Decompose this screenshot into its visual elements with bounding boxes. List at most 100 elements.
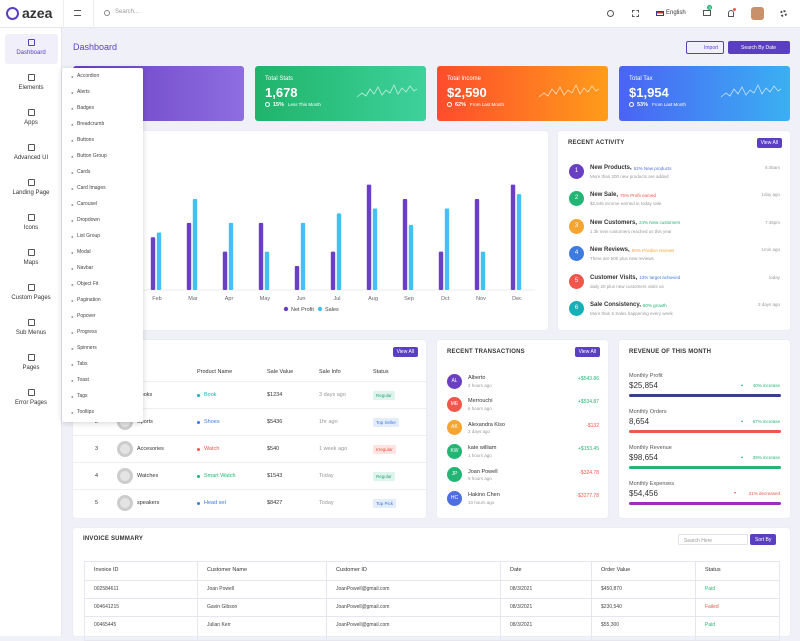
dropdown-item[interactable]: Buttons xyxy=(77,137,94,143)
column-divider xyxy=(197,561,198,641)
sparkline xyxy=(539,84,599,98)
bullet xyxy=(70,251,74,254)
dropdown-item[interactable]: Toast xyxy=(77,377,89,383)
notification-icon[interactable] xyxy=(728,10,734,17)
transaction-amount: -$324.78 xyxy=(579,469,599,476)
dropdown-item[interactable]: Popover xyxy=(77,313,96,319)
table-cell: $450,870 xyxy=(601,586,622,592)
table-cell: Paid xyxy=(705,622,716,628)
nav-item[interactable]: Landing Page xyxy=(12,190,50,196)
dropdown-item[interactable]: Carousel xyxy=(77,201,98,207)
notification-dot xyxy=(733,8,736,11)
nav-item[interactable]: Error Pages xyxy=(14,400,47,406)
dropdown-item[interactable]: Button Group xyxy=(77,153,107,159)
transaction-time: 10 hours ago xyxy=(468,499,495,505)
dropdown-item[interactable]: Accordion xyxy=(77,73,100,79)
table-cell: $230,540 xyxy=(601,604,622,610)
dropdown-item[interactable]: Navbar xyxy=(77,265,94,271)
dropdown-item[interactable]: Progress xyxy=(77,329,98,335)
bar xyxy=(438,251,444,290)
dropdown-item[interactable]: Tabs xyxy=(77,361,88,367)
chart: Feb Mar Apr May Jun Jul Aug Sep Oct Nov Dec Net Pro… xyxy=(138,184,535,313)
sort-button[interactable]: Sort By xyxy=(750,534,777,545)
bar xyxy=(264,251,270,290)
bullet xyxy=(70,91,74,94)
divider xyxy=(93,0,94,28)
activity-description: 1.3k new customers reached us this year xyxy=(590,228,672,234)
card-title: REVENUE OF THIS MONTH xyxy=(629,349,712,355)
table-cell: JoanPowell@gmail.com xyxy=(336,604,390,610)
bar xyxy=(510,184,516,290)
import-button[interactable]: Import xyxy=(686,41,724,54)
bar xyxy=(402,198,408,290)
fullscreen-button[interactable] xyxy=(632,10,639,17)
theme-toggle[interactable] xyxy=(607,10,614,17)
column-header: Sale Info xyxy=(319,369,341,375)
stat-value: $2,590 xyxy=(447,85,487,100)
dropdown-item[interactable]: Alerts xyxy=(77,89,90,95)
transaction-amount: +$153.45 xyxy=(578,446,599,453)
stat-note: From Last Month xyxy=(470,102,505,107)
settings-icon[interactable] xyxy=(780,10,787,17)
table-cell: 00465445 xyxy=(94,622,117,628)
nav-item[interactable]: Advanced UI xyxy=(13,155,49,161)
sparkline xyxy=(357,84,417,98)
dropdown-item[interactable]: Badges xyxy=(77,105,94,111)
dropdown-item[interactable]: Modal xyxy=(77,249,91,255)
step-badge: 2 xyxy=(569,191,584,207)
dropdown-item[interactable]: Spinners xyxy=(77,345,97,351)
column-divider xyxy=(695,561,696,641)
metric-label: Monthly Orders xyxy=(629,409,667,415)
x-tick-label: Feb xyxy=(152,296,161,302)
nav-item[interactable]: Sub Menus xyxy=(15,330,47,336)
dropdown-item[interactable]: Pagination xyxy=(77,297,101,303)
sale-value: $8427 xyxy=(267,500,283,506)
menu-toggle[interactable] xyxy=(74,10,81,16)
legend-label: Sales xyxy=(325,307,339,313)
user-avatar[interactable] xyxy=(751,7,764,20)
nav-item[interactable]: Icons xyxy=(23,225,39,231)
step-badge: 1 xyxy=(569,164,584,179)
activity-description: $2,546 income earned in today sale xyxy=(590,201,662,207)
table-cell: JoanPowell@gmail.com xyxy=(336,586,390,592)
dropdown-item[interactable]: Tags xyxy=(77,393,88,399)
dropdown-item[interactable]: Card Images xyxy=(77,185,106,191)
view-all-button[interactable]: View All xyxy=(574,347,600,357)
bullet xyxy=(70,219,74,222)
stat-card: Total Tax $1,954 53% From Last Month xyxy=(619,66,790,121)
step-badge: 6 xyxy=(569,301,584,316)
view-all-button[interactable]: View All xyxy=(756,138,782,148)
nav-item[interactable]: Elements xyxy=(18,85,44,91)
dropdown-item[interactable]: Breadcrumb xyxy=(77,121,105,127)
step-badge: 3 xyxy=(569,218,584,234)
bar xyxy=(372,208,378,290)
status-badge: Regular xyxy=(373,390,395,400)
column-header: Customer ID xyxy=(336,567,367,573)
search-input[interactable]: Search... xyxy=(115,9,140,15)
view-all-button[interactable]: View All xyxy=(392,347,418,357)
activity-highlight: 80% growth xyxy=(642,302,667,308)
dropdown-item[interactable]: List Group xyxy=(77,233,101,239)
language-selector[interactable]: English xyxy=(666,10,686,16)
dropdown-item[interactable]: Cards xyxy=(77,169,91,175)
page-title: Dashboard xyxy=(73,42,118,52)
nav-item[interactable]: Apps xyxy=(24,120,38,126)
x-tick-label: Jul xyxy=(333,296,340,302)
nav-item[interactable]: Pages xyxy=(22,365,40,371)
mail-icon[interactable] xyxy=(703,10,711,16)
nav-item[interactable]: Dashboard xyxy=(16,50,46,56)
dropdown-item[interactable]: Tooltips xyxy=(77,409,94,415)
dropdown-item[interactable]: Object Fit xyxy=(77,281,99,287)
dropdown-item[interactable]: Dropdown xyxy=(77,217,100,223)
nav-item[interactable]: Custom Pages xyxy=(11,295,51,301)
nav-item[interactable]: Maps xyxy=(23,260,39,266)
legend-marker xyxy=(283,306,289,312)
step-badge: 4 xyxy=(569,246,584,262)
search-input[interactable]: Search Here xyxy=(678,534,748,545)
column-divider xyxy=(326,561,327,641)
column-header: Date xyxy=(510,567,522,573)
logo-text[interactable]: azea xyxy=(22,5,53,21)
date-filter-button[interactable]: Search By Date xyxy=(728,41,790,54)
metric-change: 40% increase xyxy=(752,383,780,388)
bar xyxy=(330,251,336,290)
